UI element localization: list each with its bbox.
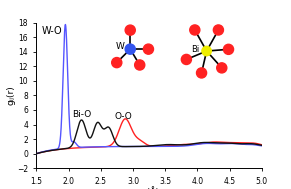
Circle shape bbox=[223, 44, 234, 54]
X-axis label: r (Å): r (Å) bbox=[139, 187, 159, 189]
Circle shape bbox=[181, 54, 191, 64]
Text: W-O: W-O bbox=[42, 26, 62, 36]
Text: Bi-O: Bi-O bbox=[72, 110, 91, 119]
Circle shape bbox=[190, 25, 200, 35]
Text: O-O: O-O bbox=[115, 112, 133, 121]
Circle shape bbox=[213, 25, 223, 35]
Circle shape bbox=[125, 25, 135, 35]
Text: W: W bbox=[116, 42, 124, 51]
Circle shape bbox=[143, 44, 153, 54]
Circle shape bbox=[135, 60, 145, 70]
Circle shape bbox=[125, 44, 135, 54]
Text: Bi: Bi bbox=[191, 45, 199, 54]
Circle shape bbox=[202, 46, 211, 56]
Circle shape bbox=[196, 68, 207, 78]
Circle shape bbox=[112, 57, 122, 68]
Circle shape bbox=[217, 63, 227, 73]
Y-axis label: gᵢⱼ(r): gᵢⱼ(r) bbox=[6, 86, 15, 105]
